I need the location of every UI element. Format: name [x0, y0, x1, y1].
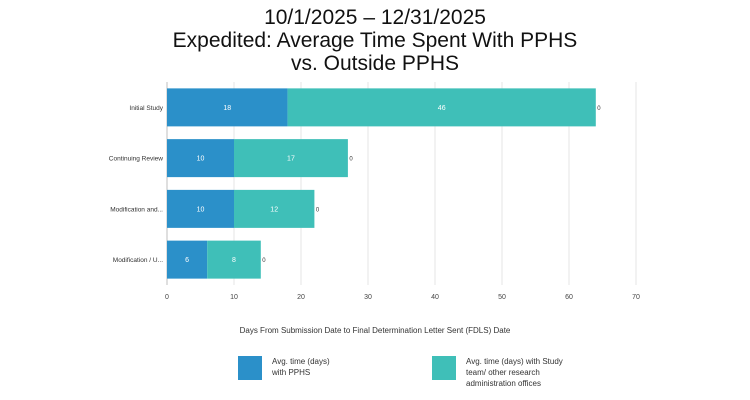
- x-tick-label-10: 10: [230, 294, 238, 301]
- legend-pphs-line-2: with PPHS: [272, 368, 311, 377]
- title-line-2: Expedited: Average Time Spent With PPHS: [172, 29, 578, 52]
- bar-total-label-3: 0: [262, 258, 266, 264]
- chart-title: 10/1/2025 – 12/31/2025 Expedited: Averag…: [0, 6, 750, 75]
- legend-item-pphs[interactable]: Avg. time (days) with PPHS: [238, 356, 330, 380]
- bar-label-pphs-3: 6: [185, 257, 189, 264]
- bar-outside-2[interactable]: [234, 189, 315, 228]
- x-tick-label-0: 0: [165, 294, 169, 301]
- bar-label-pphs-2: 10: [197, 206, 205, 213]
- x-tick-label-60: 60: [565, 294, 573, 301]
- bar-pphs-1[interactable]: [167, 139, 234, 178]
- bar-label-outside-3: 8: [232, 257, 236, 264]
- x-tick-label-50: 50: [498, 294, 506, 301]
- legend-outside-line-2: team/ other research: [466, 368, 540, 377]
- bar-pphs-2[interactable]: [167, 189, 234, 228]
- legend-pphs-line-1: Avg. time (days): [272, 357, 330, 366]
- bar-total-label-0: 0: [597, 106, 601, 112]
- bar-outside-3[interactable]: [207, 240, 261, 279]
- y-category-label: Initial Study: [129, 105, 163, 112]
- x-axis-label: Days From Submission Date to Final Deter…: [239, 326, 511, 335]
- bar-total-label-2: 0: [316, 207, 320, 213]
- legend-item-outside[interactable]: Avg. time (days) with Study team/ other …: [432, 356, 563, 389]
- legend-label-outside: Avg. time (days) with Study team/ other …: [466, 356, 563, 389]
- legend-swatch-pphs: [238, 356, 262, 380]
- x-tick-label-70: 70: [632, 294, 640, 301]
- bar-label-pphs-0: 18: [223, 105, 231, 112]
- x-tick-label-20: 20: [297, 294, 305, 301]
- title-line-3: vs. Outside PPHS: [290, 52, 460, 75]
- bar-label-outside-1: 17: [287, 156, 295, 163]
- legend-swatch-outside: [432, 356, 456, 380]
- legend-outside-line-1: Avg. time (days) with Study: [466, 357, 563, 366]
- bar-label-outside-0: 46: [438, 105, 446, 112]
- bar-total-label-1: 0: [349, 157, 353, 163]
- legend-label-pphs: Avg. time (days) with PPHS: [272, 356, 330, 378]
- bar-pphs-3[interactable]: [167, 240, 208, 279]
- title-line-1: 10/1/2025 – 12/31/2025: [264, 6, 486, 29]
- y-category-label: Modification / U...: [113, 257, 163, 264]
- x-tick-label-40: 40: [431, 294, 439, 301]
- bar-label-pphs-1: 10: [197, 156, 205, 163]
- bar-outside-0[interactable]: [287, 88, 596, 127]
- y-category-label: Continuing Review: [109, 156, 164, 163]
- bar-outside-1[interactable]: [234, 139, 348, 178]
- y-category-label: Modification and...: [110, 206, 163, 213]
- bar-label-outside-2: 12: [270, 206, 278, 213]
- bar-pphs-0[interactable]: [167, 88, 288, 127]
- x-tick-label-30: 30: [364, 294, 372, 301]
- legend-outside-line-3: administration offices: [466, 379, 541, 388]
